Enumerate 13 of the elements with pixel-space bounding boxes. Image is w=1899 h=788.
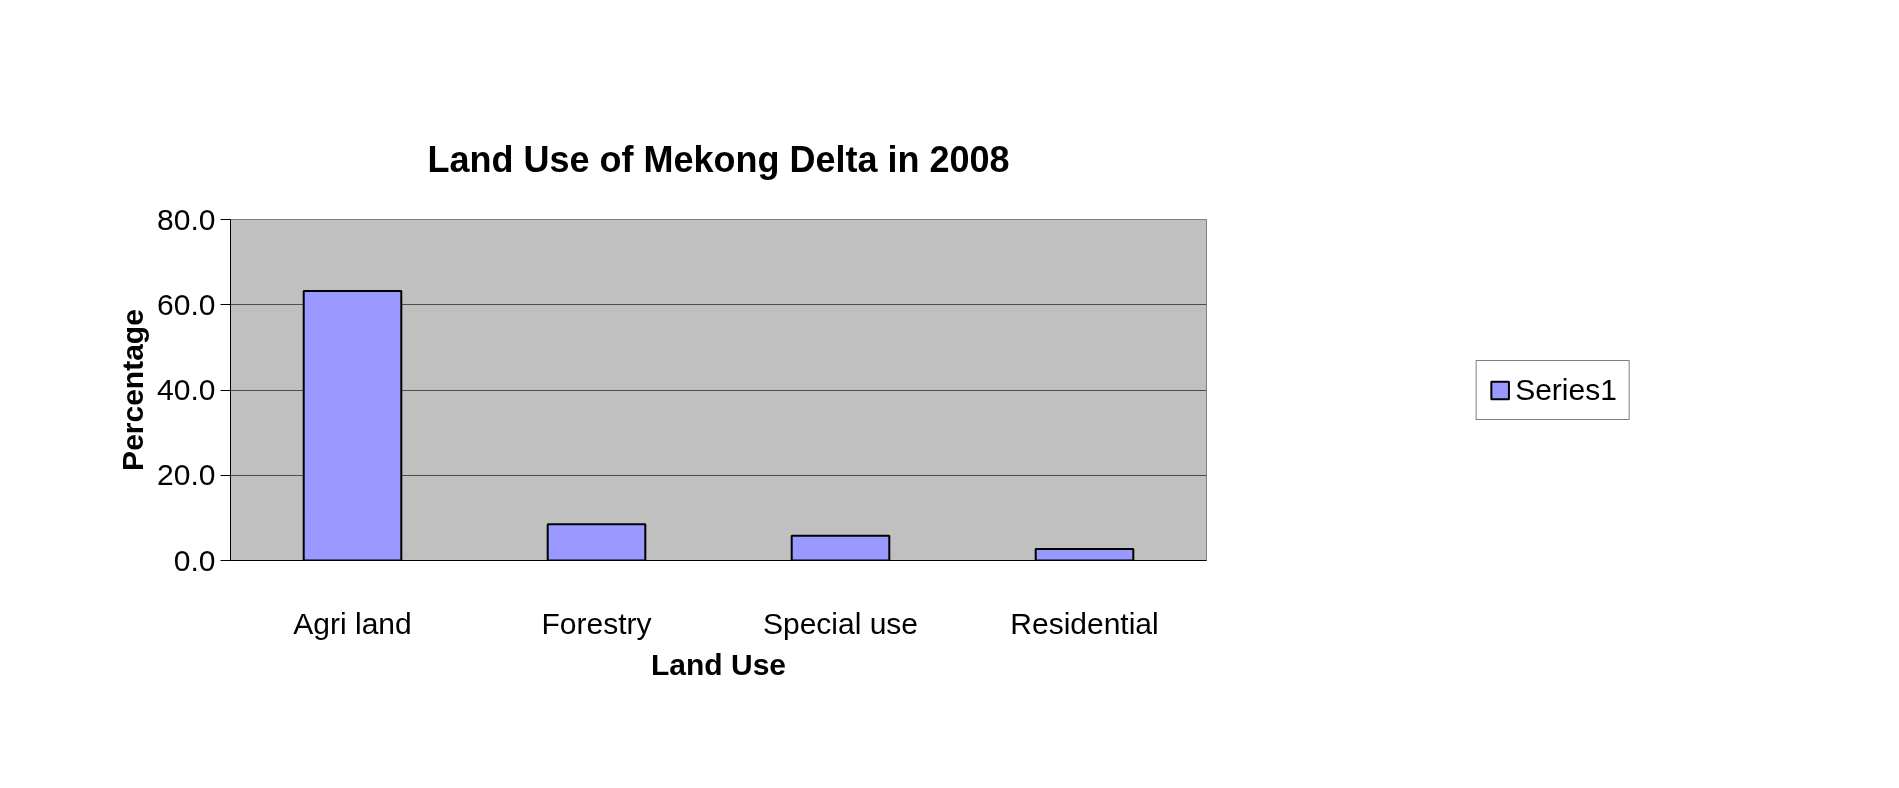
y-tick-label: 80.0 — [157, 202, 216, 236]
x-tick-label: Agri land — [293, 606, 412, 640]
x-tick-label: Residential — [1010, 606, 1159, 640]
x-tick-label: Special use — [762, 606, 919, 640]
legend-label: Series1 — [1515, 372, 1617, 407]
y-tick-label: 60.0 — [157, 287, 216, 321]
y-tick-label: 0.0 — [173, 543, 216, 577]
y-tick-label: 20.0 — [157, 458, 216, 492]
x-axis-title: Land Use — [650, 647, 787, 681]
y-axis-title: Percentage — [116, 309, 150, 471]
y-tick-label: 40.0 — [157, 373, 216, 406]
x-tick-label: Forestry — [541, 606, 652, 640]
chart-title: Land Use of Mekong Delta in 2008 — [427, 138, 1010, 180]
